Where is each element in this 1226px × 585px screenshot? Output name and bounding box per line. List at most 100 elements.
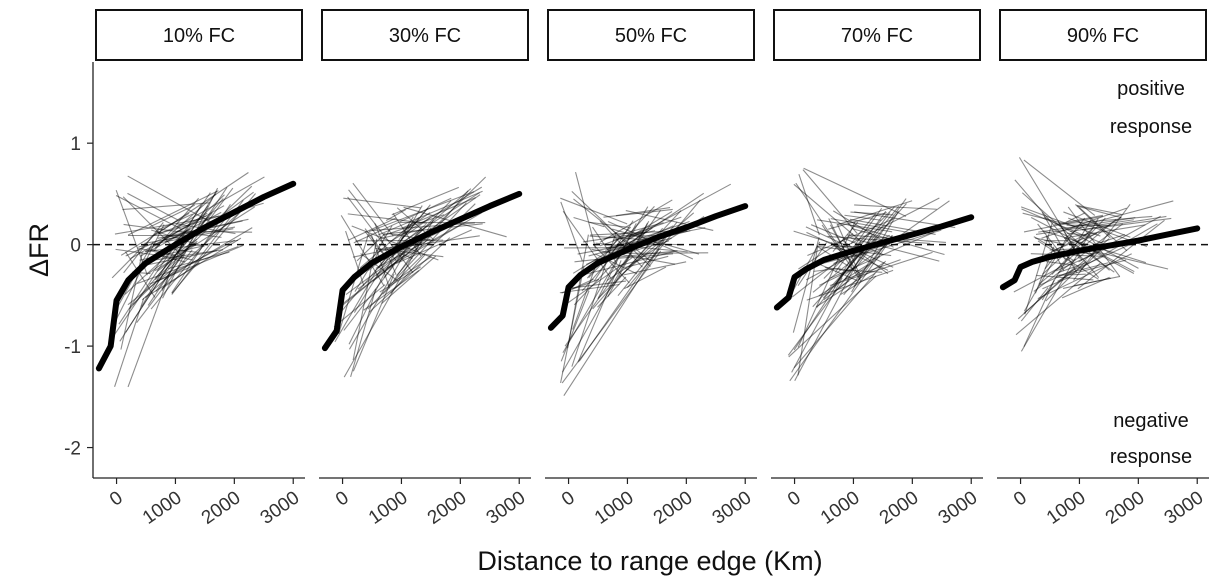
trend-line (793, 183, 861, 241)
trend-line (164, 211, 222, 243)
trend-line (795, 182, 843, 252)
facet-strip (547, 9, 755, 61)
trend-line (355, 239, 444, 242)
individual-trend-lines (787, 167, 956, 382)
trend-line (156, 239, 236, 283)
x-tick-label: 3000 (257, 487, 304, 528)
trend-line (354, 248, 382, 292)
trend-line (563, 248, 660, 397)
trend-line (816, 241, 870, 309)
trend-line (1041, 207, 1127, 239)
y-axis: 1 0 -1 -2 (64, 62, 94, 478)
trend-line (1045, 260, 1076, 266)
trend-line (1075, 204, 1111, 239)
trend-line (829, 251, 933, 287)
trend-line (395, 229, 472, 265)
trend-line (827, 235, 931, 244)
trend-line (343, 219, 435, 378)
trend-line (396, 192, 480, 247)
trend-line (156, 240, 198, 272)
trend-line (828, 212, 887, 230)
trend-line (1024, 222, 1053, 315)
trend-line (603, 208, 673, 218)
trend-line (1035, 219, 1134, 235)
y-axis-label: ΔFR (24, 223, 54, 277)
trend-line (144, 237, 242, 299)
trend-line (127, 175, 216, 226)
trend-line (359, 217, 420, 269)
trend-line (573, 198, 651, 261)
trend-line (157, 172, 249, 234)
trend-line (1023, 238, 1110, 314)
trend-line (560, 197, 628, 225)
trend-line (154, 193, 217, 249)
trend-line (137, 245, 239, 285)
trend-line (176, 176, 265, 228)
trend-line (1030, 217, 1135, 273)
trend-line (854, 198, 907, 270)
trend-line (793, 249, 861, 351)
trend-line (396, 205, 423, 248)
trend-line (817, 219, 893, 233)
trend-line (1077, 205, 1122, 219)
trend-line (820, 264, 858, 282)
trend-line (1058, 273, 1086, 276)
trend-line (1023, 237, 1068, 312)
trend-line (1069, 259, 1127, 275)
trend-line (830, 242, 851, 261)
trend-line (1020, 206, 1101, 237)
x-axis-label: Distance to range edge (Km) (477, 546, 822, 576)
trend-line (605, 220, 690, 251)
trend-line (792, 237, 820, 333)
trend-line (1020, 287, 1049, 322)
trend-line (345, 237, 423, 295)
trend-line (391, 186, 459, 216)
trend-line (580, 250, 678, 277)
trend-line (124, 249, 174, 295)
trend-line (338, 238, 426, 308)
trend-line (161, 262, 200, 290)
trend-line (571, 231, 617, 367)
trend-line (375, 247, 444, 258)
trend-line (1037, 253, 1132, 300)
trend-line (612, 228, 700, 255)
trend-line (360, 253, 399, 282)
facet-label: 10% FC (163, 25, 235, 47)
trend-line (1038, 217, 1136, 233)
trend-line (114, 297, 145, 388)
trend-line (385, 209, 406, 221)
trend-line (1014, 179, 1100, 278)
trend-line (816, 261, 885, 308)
x-tick-label: 2000 (424, 487, 471, 528)
trend-line (145, 239, 239, 253)
trend-line (828, 218, 853, 267)
individual-trend-lines (559, 171, 732, 397)
trend-line (348, 189, 414, 274)
trend-line (597, 276, 627, 308)
trend-line (813, 267, 841, 272)
trend-line (154, 206, 256, 272)
y-tick-label: 0 (70, 236, 81, 257)
trend-line (397, 235, 480, 249)
trend-line (368, 237, 451, 313)
trend-line (383, 227, 422, 279)
panel: 50% FC 0 1000 2000 3000 (545, 9, 757, 529)
trend-line (1073, 204, 1131, 281)
trend-line (1056, 262, 1109, 277)
trend-line (573, 216, 605, 228)
trend-line (830, 232, 934, 279)
trend-line (115, 194, 183, 230)
trend-line (844, 259, 901, 281)
trend-line (115, 190, 148, 276)
trend-line (562, 206, 649, 354)
trend-line (1073, 275, 1121, 287)
x-tick-label: 3000 (483, 487, 530, 528)
trend-line (153, 197, 200, 252)
trend-line (390, 200, 452, 263)
response-annotation: response (1110, 446, 1192, 468)
trend-line (560, 290, 590, 362)
trend-line (625, 210, 714, 231)
trend-line (1023, 215, 1104, 233)
panel: 30% FC 0 1000 2000 3000 (319, 9, 531, 529)
trend-line (398, 176, 487, 263)
